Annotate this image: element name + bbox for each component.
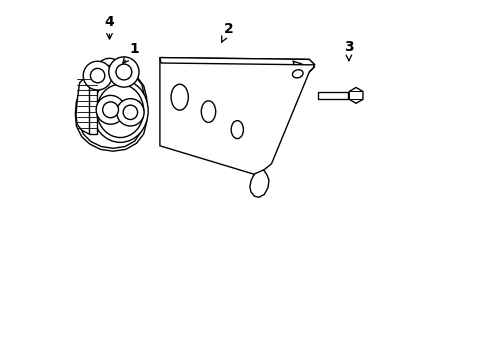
Ellipse shape: [92, 80, 148, 143]
Polygon shape: [75, 71, 147, 151]
Polygon shape: [160, 58, 314, 65]
Circle shape: [123, 105, 137, 120]
Ellipse shape: [292, 70, 303, 78]
Text: 2: 2: [221, 22, 233, 42]
Polygon shape: [160, 58, 314, 175]
Circle shape: [102, 102, 118, 118]
Circle shape: [96, 95, 125, 124]
Polygon shape: [317, 92, 347, 99]
Polygon shape: [348, 87, 362, 103]
Ellipse shape: [171, 84, 188, 110]
Circle shape: [108, 57, 139, 87]
Circle shape: [116, 64, 132, 80]
Ellipse shape: [201, 101, 215, 122]
Ellipse shape: [231, 121, 243, 139]
Polygon shape: [78, 71, 144, 148]
Polygon shape: [249, 170, 268, 197]
Text: 4: 4: [104, 15, 114, 39]
Ellipse shape: [97, 84, 143, 138]
Circle shape: [90, 68, 104, 83]
Text: 3: 3: [344, 40, 353, 60]
Circle shape: [117, 99, 144, 126]
Circle shape: [96, 58, 123, 86]
Text: 1: 1: [122, 42, 139, 63]
Circle shape: [83, 61, 112, 90]
Polygon shape: [89, 75, 97, 134]
Polygon shape: [76, 75, 96, 134]
Circle shape: [103, 66, 116, 78]
